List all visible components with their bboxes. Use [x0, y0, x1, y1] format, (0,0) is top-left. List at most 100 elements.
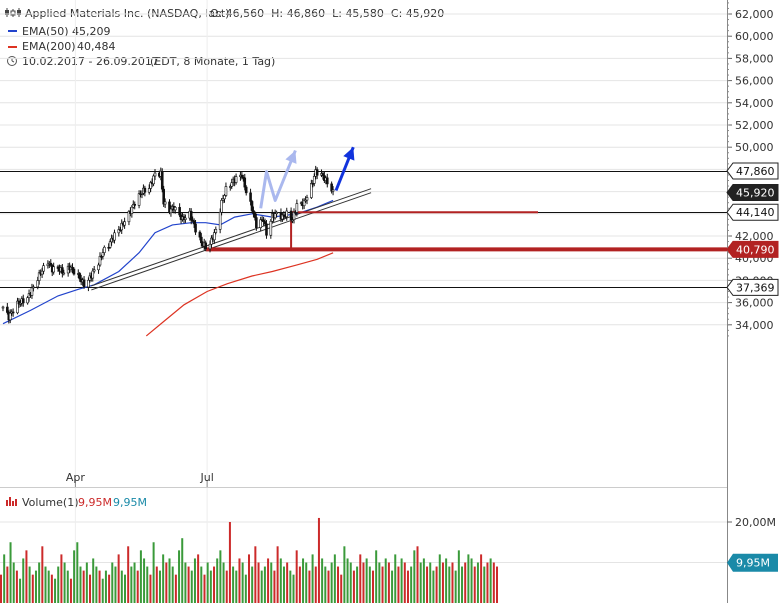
volume-bar — [69, 578, 72, 603]
candle-body — [249, 192, 252, 202]
volume-bar — [454, 570, 457, 603]
candle-body — [269, 220, 273, 236]
volume-bar — [368, 566, 371, 603]
trendline-lower — [91, 192, 372, 291]
arrow-head — [285, 150, 297, 164]
volume-bar — [295, 550, 298, 603]
volume-bar — [346, 558, 349, 603]
volume-bar — [63, 562, 66, 603]
candle-body — [49, 262, 53, 266]
candle-body — [42, 265, 45, 272]
volume-bar — [381, 566, 384, 603]
volume-bar — [79, 566, 82, 603]
candle-body — [292, 211, 296, 220]
volume-bar — [190, 570, 193, 603]
volume-bar — [435, 566, 438, 603]
volume-bar — [187, 566, 190, 603]
volume-bar — [248, 554, 250, 603]
candle-body — [310, 183, 313, 198]
candle-body — [259, 219, 262, 228]
volume-bar — [124, 574, 126, 603]
volume-bar — [365, 558, 368, 603]
volume-bar — [222, 562, 225, 603]
y-tick-label: 34,000 — [735, 319, 774, 332]
candle-body — [152, 175, 155, 185]
volume-bar — [152, 542, 155, 603]
volume-bar — [464, 562, 467, 603]
volume-bar — [410, 566, 413, 603]
volume-bar — [146, 566, 149, 603]
candle-body — [295, 203, 299, 213]
volume-bar — [416, 546, 419, 603]
candle-body — [103, 246, 106, 253]
volume-bar — [168, 558, 171, 603]
volume-value-1: 9,95M — [78, 496, 112, 509]
volume-bar — [251, 566, 254, 603]
projection-arrows — [259, 146, 355, 209]
y-tick-label: 62,000 — [735, 8, 774, 21]
volume-bar — [114, 566, 117, 603]
volume-bar — [438, 554, 441, 603]
candle-body — [213, 232, 216, 241]
volume-bar — [235, 570, 238, 603]
y-tick-label: 42,000 — [735, 230, 774, 243]
arrow-path — [259, 149, 297, 209]
volume-bar — [308, 570, 311, 603]
ema50-label: EMA(50) — [22, 25, 69, 38]
volume-bar — [384, 558, 387, 603]
price-tag-box — [726, 183, 779, 201]
candle-body — [101, 252, 105, 257]
x-tick-label: Jul — [199, 471, 213, 484]
volume-bar — [47, 570, 50, 603]
volume-bar — [286, 562, 289, 603]
candle-body — [61, 267, 64, 274]
volume-bar — [162, 554, 165, 603]
volume-bars — [0, 517, 498, 603]
candle-body — [153, 172, 157, 177]
volume-bar — [9, 542, 12, 603]
candle-body — [62, 272, 66, 275]
volume-bar — [457, 550, 460, 603]
candle-body — [92, 269, 96, 272]
volume-bar — [158, 570, 161, 603]
volume-bar — [3, 554, 6, 603]
candle-body — [97, 264, 100, 271]
candle-body — [11, 311, 15, 314]
volume-bar — [362, 562, 365, 603]
volume-bar — [228, 522, 231, 603]
candle-body — [331, 189, 335, 192]
volume-bar — [184, 562, 187, 603]
y-tick-label: 58,000 — [735, 52, 774, 65]
date-range: 10.02.2017 - 26.09.2017 — [22, 55, 159, 68]
volume-bar — [193, 558, 196, 603]
y-tick-label: 50,000 — [735, 141, 774, 154]
volume-bar — [85, 562, 88, 603]
volume-bar — [480, 554, 483, 603]
volume-bar — [483, 566, 486, 603]
candle-body — [198, 231, 202, 238]
candle-body — [169, 208, 173, 214]
volume-bar — [267, 558, 270, 603]
volume-bar — [44, 566, 47, 603]
volume-bar — [486, 562, 489, 603]
candle-body — [82, 279, 86, 288]
volume-bar — [60, 554, 63, 603]
volume-bar — [219, 550, 222, 603]
volume-bar — [203, 574, 206, 603]
price-panel: Apr Jul — [0, 0, 727, 487]
volume-bar — [174, 574, 177, 603]
volume-bar — [276, 546, 279, 603]
volume-bar — [270, 562, 273, 603]
volume-bar — [289, 570, 292, 603]
volume-bar — [473, 566, 476, 603]
arrow-head — [343, 147, 355, 161]
candle-body — [178, 207, 181, 216]
volume-bar — [139, 550, 142, 603]
volume-bar — [12, 562, 15, 603]
candle-body — [108, 241, 112, 248]
candle-body — [91, 270, 95, 279]
candle-body — [147, 188, 151, 193]
candle-body — [325, 177, 329, 185]
volume-bar — [375, 550, 378, 603]
volume-value-2: 9,95M — [113, 496, 147, 509]
